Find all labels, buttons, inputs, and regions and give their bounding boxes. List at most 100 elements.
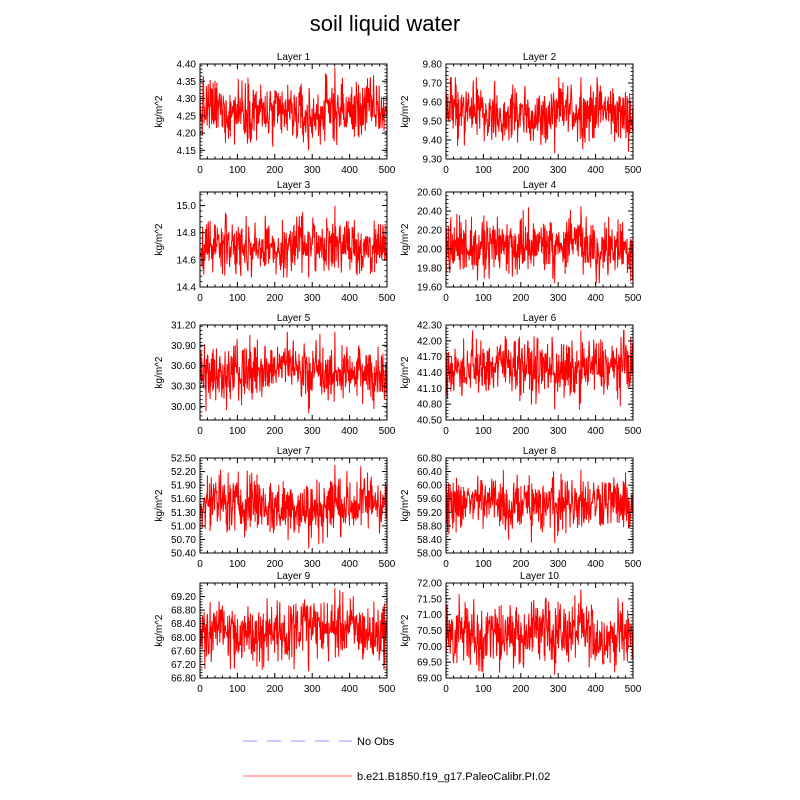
x-tick-label: 0 [443,293,449,304]
x-tick-label: 200 [512,293,529,304]
y-tick-label: 72.00 [417,579,442,590]
panels: Layer 1 kg/m^2 0 100 200 300 400 500 4.15 4.20 4.2… [154,52,642,695]
x-tick-label: 400 [587,559,604,570]
y-tick-label: 4.35 [177,77,197,88]
series-line [199,205,388,278]
y-tick-label: 4.20 [177,129,197,140]
series-line [445,206,634,284]
x-tick-label: 300 [304,426,321,437]
panel-1: Layer 1 kg/m^2 0 100 200 300 400 500 4.15 4.20 4.2… [154,52,396,176]
y-axis-label: kg/m^2 [154,356,165,388]
x-tick-label: 500 [625,293,642,304]
x-tick-label: 400 [587,293,604,304]
y-tick-label: 9.80 [423,60,443,71]
y-axis-label: kg/m^2 [400,223,411,255]
y-tick-label: 52.50 [171,454,196,465]
x-tick-label: 0 [197,293,203,304]
x-tick-label: 0 [443,426,449,437]
panel-title: Layer 8 [523,446,557,457]
y-tick-label: 70.50 [417,626,442,637]
x-tick-label: 100 [229,684,246,695]
y-tick-label: 51.00 [171,521,196,532]
x-tick-label: 400 [341,293,358,304]
x-tick-label: 200 [512,684,529,695]
y-tick-label: 69.50 [417,658,442,669]
panel-title: Layer 3 [277,180,311,191]
x-tick-label: 500 [379,559,396,570]
x-tick-label: 100 [229,293,246,304]
panel-title: Layer 5 [277,313,311,324]
y-tick-label: 40.80 [417,400,442,411]
x-tick-label: 100 [229,559,246,570]
x-tick-label: 300 [550,165,567,176]
x-tick-label: 500 [379,684,396,695]
y-tick-label: 4.30 [177,94,197,105]
series-line [445,469,634,543]
y-tick-label: 41.70 [417,352,442,363]
plot-frame [445,457,634,554]
x-tick-label: 500 [379,426,396,437]
x-tick-label: 500 [625,165,642,176]
plot-frame [199,457,388,554]
y-tick-label: 19.60 [417,283,442,294]
plot-frame [199,324,388,421]
y-tick-label: 71.00 [417,610,442,621]
x-tick-label: 300 [550,426,567,437]
panel-title: Layer 10 [520,571,559,582]
x-tick-label: 100 [475,559,492,570]
series-line [199,331,388,414]
y-axis-label: kg/m^2 [400,95,411,127]
y-tick-label: 4.25 [177,111,197,122]
y-tick-label: 14.8 [177,228,197,239]
legend-label-no-obs: No Obs [357,736,395,748]
y-tick-label: 51.30 [171,508,196,519]
panel-title: Layer 7 [277,446,311,457]
x-tick-label: 400 [587,426,604,437]
plot-frame [445,63,634,160]
y-tick-label: 9.30 [423,155,443,166]
y-tick-label: 51.60 [171,494,196,505]
series-line [199,464,388,549]
figure-title: soil liquid water [310,11,460,36]
y-tick-label: 67.20 [171,660,196,671]
y-tick-label: 58.40 [417,535,442,546]
y-tick-label: 4.15 [177,146,197,157]
y-tick-label: 70.00 [417,642,442,653]
y-tick-label: 40.50 [417,416,442,427]
y-tick-label: 30.30 [171,382,196,393]
x-tick-label: 200 [266,684,283,695]
series-line [445,329,634,410]
y-tick-label: 20.40 [417,207,442,218]
x-tick-label: 400 [341,165,358,176]
x-tick-label: 200 [266,559,283,570]
x-tick-label: 100 [229,165,246,176]
x-tick-label: 200 [266,165,283,176]
y-tick-label: 30.60 [171,361,196,372]
series-line [445,589,634,675]
x-tick-label: 300 [304,684,321,695]
panel-title: Layer 4 [523,180,557,191]
panel-title: Layer 6 [523,313,557,324]
panel-10: Layer 10 kg/m^2 0 100 200 300 400 500 69.00 69.50… [400,571,642,695]
plot-frame [445,191,634,288]
x-tick-label: 500 [625,684,642,695]
x-tick-label: 300 [304,165,321,176]
x-tick-label: 100 [229,426,246,437]
panel-3: Layer 3 kg/m^2 0 100 200 300 400 500 14.4 14.6 14.… [154,180,396,304]
y-tick-label: 20.00 [417,245,442,256]
y-tick-label: 60.80 [417,454,442,465]
y-tick-label: 9.60 [423,98,443,109]
y-tick-label: 58.80 [417,521,442,532]
panel-6: Layer 6 kg/m^2 0 100 200 300 400 500 40.50 40.80 4… [400,313,642,437]
y-tick-label: 67.60 [171,646,196,657]
y-tick-label: 69.00 [417,674,442,685]
y-tick-label: 68.40 [171,619,196,630]
y-tick-label: 20.60 [417,188,442,199]
y-tick-label: 51.90 [171,481,196,492]
y-tick-label: 68.80 [171,606,196,617]
y-tick-label: 41.40 [417,368,442,379]
y-tick-label: 4.40 [177,60,197,71]
panel-title: Layer 9 [277,571,311,582]
x-tick-label: 0 [443,559,449,570]
legend-label-model: b.e21.B1850.f19_g17.PaleoCalibr.PI.02 [357,771,550,783]
